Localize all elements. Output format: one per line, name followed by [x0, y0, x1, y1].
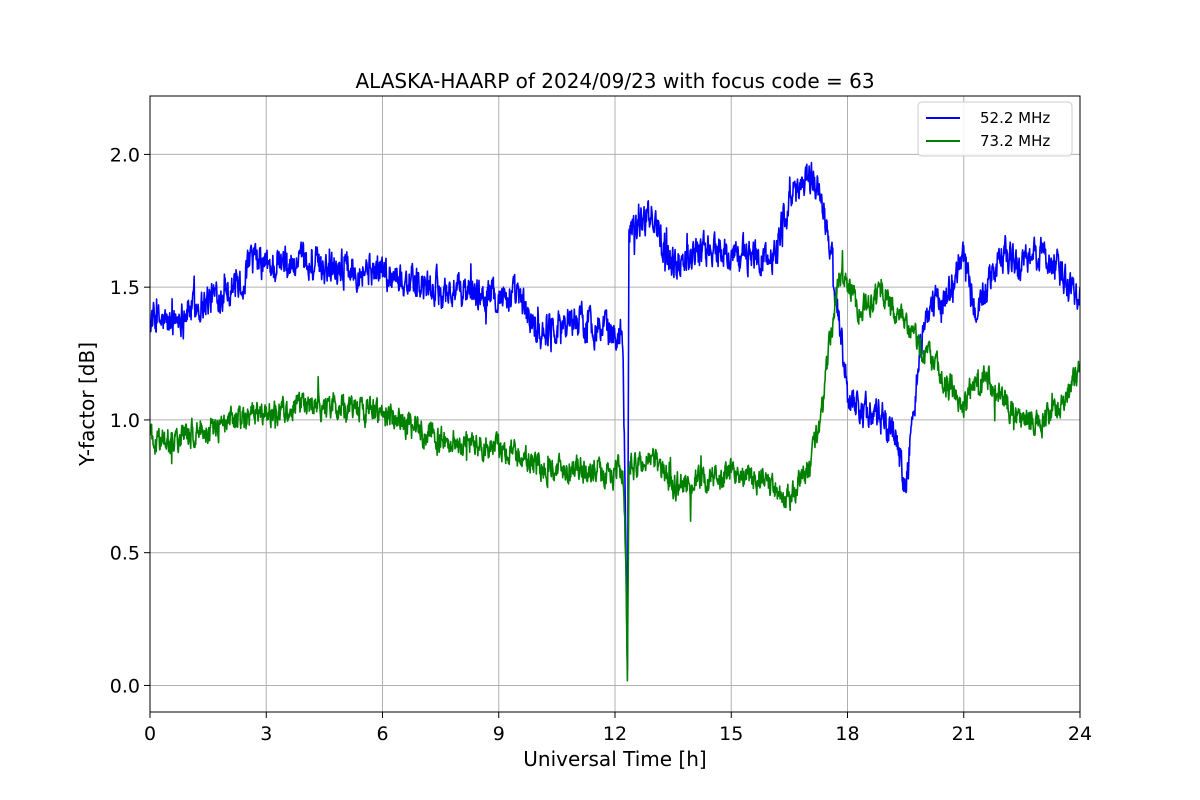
- x-tick-label: 24: [1068, 723, 1092, 745]
- y-axis-label: Y-factor [dB]: [75, 342, 99, 467]
- x-tick-label: 6: [376, 723, 388, 745]
- y-tick-label: 2.0: [110, 144, 140, 166]
- legend-label: 52.2 MHz: [980, 109, 1050, 127]
- chart-title: ALASKA-HAARP of 2024/09/23 with focus co…: [355, 69, 874, 93]
- y-tick-label: 1.5: [110, 277, 140, 299]
- series-line-2: [150, 249, 1080, 682]
- legend-box: [917, 101, 1073, 157]
- y-tick-label: 1.0: [110, 410, 140, 432]
- x-tick-label: 18: [835, 723, 859, 745]
- x-tick-label: 12: [603, 723, 627, 745]
- series-line-1: [150, 161, 1080, 671]
- x-axis-label: Universal Time [h]: [523, 747, 706, 771]
- ticks: 0 3 6 9 12 15 18 21 24 0.0 0.5 1.0 1.5 2.0: [110, 144, 1092, 745]
- y-tick-label: 0.5: [110, 543, 140, 565]
- y-tick-label: 0.0: [110, 675, 140, 697]
- x-tick-label: 3: [260, 723, 272, 745]
- plot-lines: [150, 161, 1080, 682]
- x-tick-label: 15: [719, 723, 743, 745]
- x-tick-label: 0: [144, 723, 156, 745]
- x-tick-label: 9: [493, 723, 505, 745]
- x-tick-label: 21: [952, 723, 976, 745]
- legend-label: 73.2 MHz: [980, 132, 1050, 150]
- legend: 52.2 MHz 73.2 MHz: [917, 101, 1073, 157]
